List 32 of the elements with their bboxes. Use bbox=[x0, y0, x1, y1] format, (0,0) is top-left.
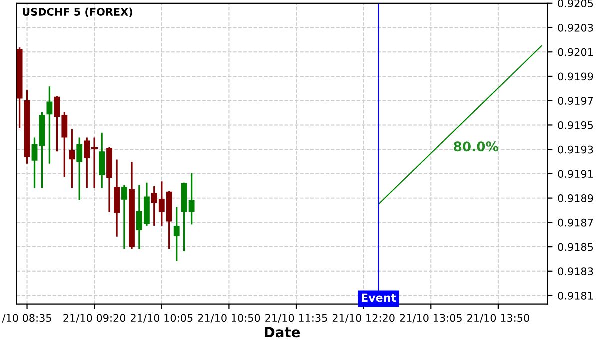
y-tick-label: 0.9189 bbox=[558, 194, 594, 202]
x-tick-label: 21/10 11:35 bbox=[266, 314, 328, 323]
y-tick-label: 0.9197 bbox=[558, 97, 594, 105]
y-tick-label: 0.9193 bbox=[558, 146, 594, 154]
candlestick bbox=[174, 207, 180, 262]
y-tick-label: 0.9199 bbox=[558, 72, 594, 81]
x-tick-label: 21/10 13:50 bbox=[468, 314, 530, 323]
y-tick-label: 0.9181 bbox=[558, 292, 594, 300]
x-tick-label: 21/10 10:05 bbox=[130, 314, 193, 323]
candlestick bbox=[46, 86, 53, 164]
candlestick bbox=[99, 132, 106, 188]
y-tick-label: 0.9205 bbox=[558, 0, 594, 8]
ref-line-label: Event bbox=[362, 294, 396, 302]
annotation: 80.0% bbox=[454, 142, 499, 152]
candlestick bbox=[122, 185, 128, 250]
candlestick bbox=[69, 129, 76, 188]
x-tick-label: 21/10 10:50 bbox=[198, 314, 260, 323]
y-tick-label: 0.9195 bbox=[558, 121, 594, 130]
x-tick-label: /10 08:35 bbox=[2, 314, 52, 323]
y-tick-label: 0.9187 bbox=[558, 218, 594, 227]
x-tick-label: 21/10 13:05 bbox=[400, 314, 462, 323]
x-axis-title: Date bbox=[265, 327, 300, 338]
x-tick-label: 21/10 09:20 bbox=[64, 314, 126, 323]
candlestick bbox=[32, 138, 38, 188]
y-tick-label: 0.9191 bbox=[558, 170, 594, 178]
y-tick-label: 0.9201 bbox=[558, 48, 594, 56]
candlestick bbox=[76, 138, 83, 200]
chart-title: USDCHF 5 (FOREX) bbox=[23, 8, 132, 18]
x-tick-label: 21/10 12:20 bbox=[332, 314, 395, 323]
y-tick-label: 0.9203 bbox=[558, 24, 594, 32]
y-tick-label: 0.9185 bbox=[558, 243, 594, 252]
y-tick-label: 0.9183 bbox=[558, 268, 594, 276]
